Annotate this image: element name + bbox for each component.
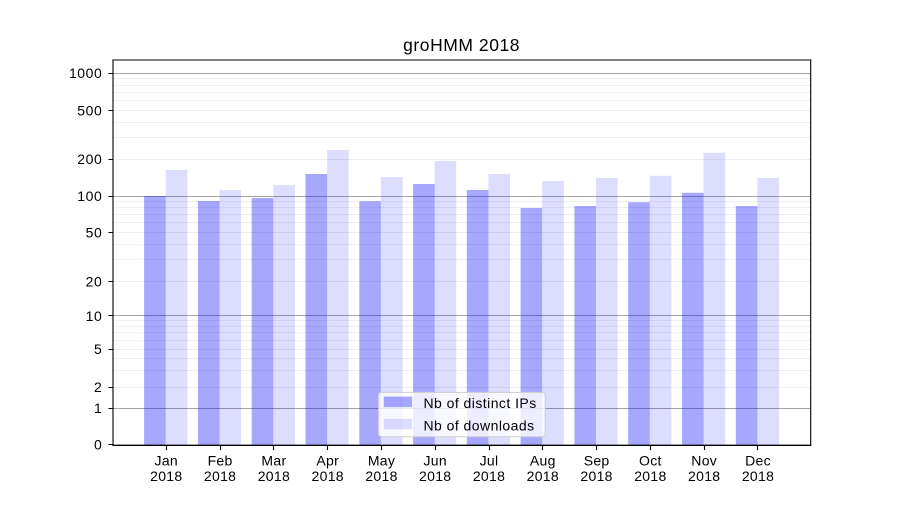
svg-text:5: 5 [94,341,102,357]
svg-text:100: 100 [77,188,102,204]
svg-text:Oct: Oct [639,453,662,469]
svg-text:500: 500 [77,102,102,118]
svg-text:2018: 2018 [742,468,774,484]
svg-text:Nb of distinct IPs: Nb of distinct IPs [424,395,537,411]
svg-text:Aug: Aug [530,453,556,469]
svg-text:Nov: Nov [691,453,717,469]
svg-text:Jul: Jul [480,453,499,469]
svg-text:2018: 2018 [150,468,182,484]
svg-text:2018: 2018 [580,468,612,484]
svg-text:2018: 2018 [527,468,559,484]
svg-text:Mar: Mar [261,453,286,469]
svg-text:2018: 2018 [419,468,451,484]
svg-text:2018: 2018 [365,468,397,484]
svg-text:2018: 2018 [258,468,290,484]
svg-text:May: May [368,453,395,469]
svg-text:2: 2 [94,379,102,395]
svg-text:20: 20 [86,273,103,289]
svg-text:2018: 2018 [634,468,666,484]
svg-text:50: 50 [86,225,103,241]
svg-text:Jun: Jun [423,453,446,469]
svg-text:2018: 2018 [312,468,344,484]
svg-text:10: 10 [86,308,103,324]
svg-text:Apr: Apr [316,453,339,469]
svg-text:Sep: Sep [584,453,610,469]
svg-text:2018: 2018 [204,468,236,484]
svg-text:2018: 2018 [473,468,505,484]
svg-text:1: 1 [94,400,102,416]
svg-text:Feb: Feb [208,453,233,469]
svg-text:groHMM 2018: groHMM 2018 [403,35,520,55]
svg-text:0: 0 [94,437,102,453]
svg-text:200: 200 [77,151,102,167]
svg-text:Dec: Dec [745,453,771,469]
svg-text:2018: 2018 [688,468,720,484]
svg-text:Nb of downloads: Nb of downloads [424,417,535,433]
svg-text:1000: 1000 [69,65,102,81]
svg-text:Jan: Jan [155,453,178,469]
